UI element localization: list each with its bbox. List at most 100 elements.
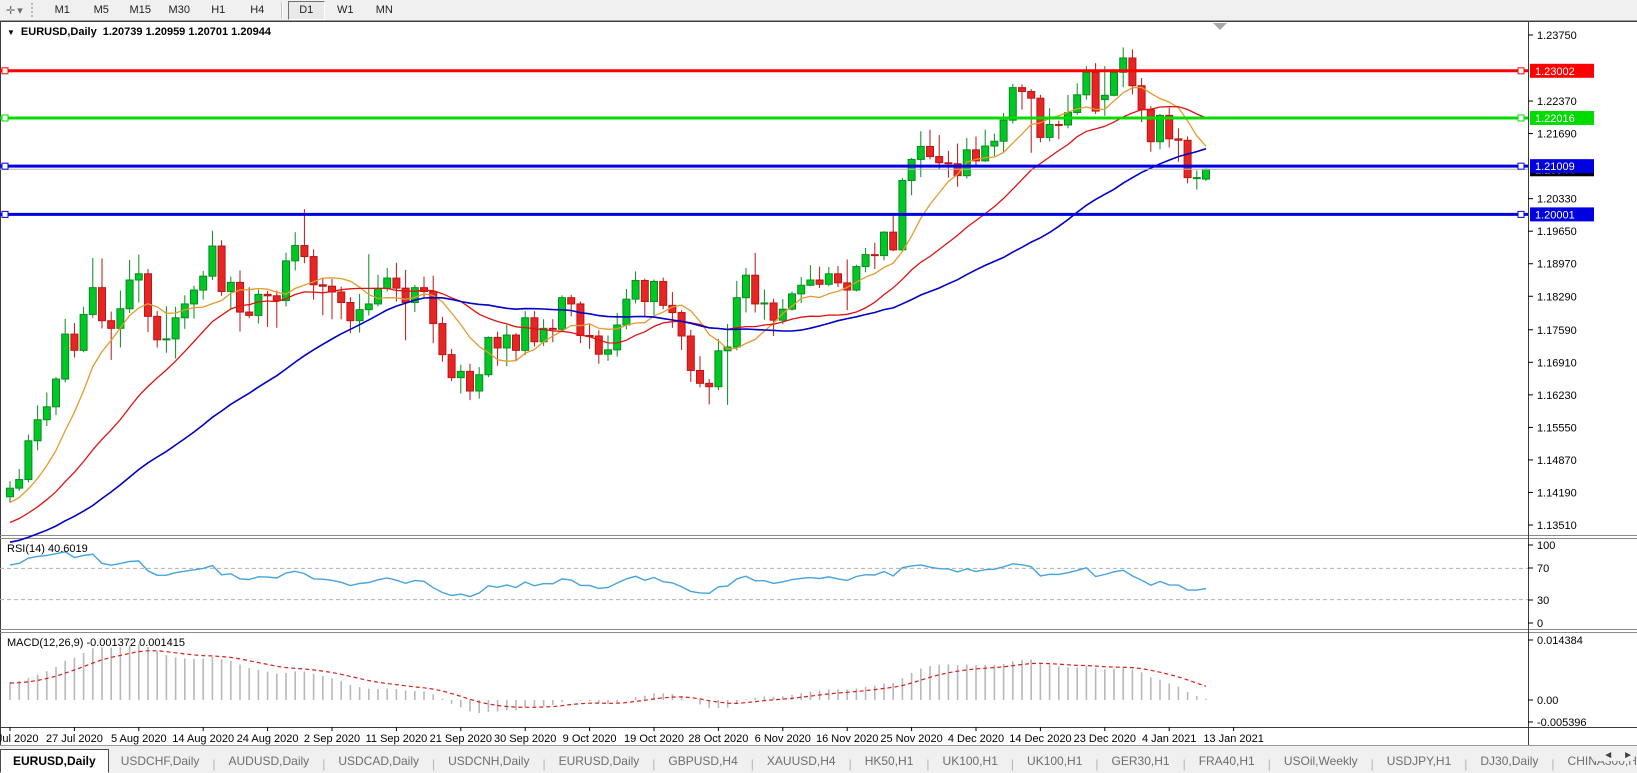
date-axis[interactable]: 17 Jul 2020 27 Jul 2020 5 Aug 2020 14 Aug 2… bbox=[0, 727, 1264, 745]
candle-bullish bbox=[134, 273, 143, 281]
price-tick-label: 1.22370 bbox=[1537, 96, 1577, 108]
main-plot-area[interactable] bbox=[0, 22, 1528, 535]
timeframe-button-m1[interactable]: M1 bbox=[54, 4, 70, 16]
hline-handle[interactable] bbox=[1, 162, 9, 170]
chart-tab-uk100-h1[interactable]: UK100,H1 bbox=[1027, 753, 1083, 768]
candle-bullish bbox=[742, 274, 750, 299]
candle-bullish bbox=[52, 378, 60, 408]
candle-bearish bbox=[659, 280, 668, 306]
tab-separator: | bbox=[652, 756, 656, 771]
toolbar-separator bbox=[280, 2, 283, 18]
candle-bearish bbox=[889, 231, 898, 251]
candle-bearish bbox=[98, 287, 106, 322]
chart-tab-usoil-weekly[interactable]: USOil,Weekly bbox=[1283, 753, 1358, 768]
price-tick-label: 1.17590 bbox=[1537, 325, 1577, 337]
tab-scroll-left-icon[interactable]: ◄ bbox=[1603, 750, 1614, 761]
candle-bearish bbox=[594, 335, 603, 355]
candle-bearish bbox=[1165, 114, 1174, 140]
candle-bullish bbox=[824, 273, 833, 285]
timeframe-button-h1[interactable]: H1 bbox=[211, 4, 226, 16]
tab-scroll-right-icon[interactable]: ► bbox=[1623, 750, 1633, 761]
chart-tab-usdcad-daily[interactable]: USDCAD,Daily bbox=[338, 753, 419, 768]
candle-bearish bbox=[493, 336, 502, 349]
candle-bullish bbox=[125, 279, 134, 310]
timeframe-button-mn[interactable]: MN bbox=[375, 4, 393, 16]
chart-tab-ger30-h1[interactable]: GER30,H1 bbox=[1111, 753, 1170, 768]
chart-tools-button[interactable]: ✛ ▾ bbox=[0, 4, 29, 17]
tab-separator: | bbox=[1464, 756, 1468, 771]
tab-separator: | bbox=[750, 756, 754, 771]
hline-handle[interactable] bbox=[1, 67, 9, 75]
hline-handle[interactable] bbox=[1517, 67, 1525, 75]
timeframe-button-d1[interactable]: D1 bbox=[287, 0, 325, 20]
timeframe-button-h4[interactable]: H4 bbox=[250, 4, 265, 16]
chevron-down-icon: ▾ bbox=[17, 4, 23, 17]
date-tick-label: 5 Aug 2020 bbox=[111, 733, 167, 745]
candle-bullish bbox=[1008, 87, 1017, 121]
candle-bullish bbox=[797, 284, 806, 295]
hline-1.23002[interactable] bbox=[0, 67, 1528, 75]
candle-bearish bbox=[392, 277, 401, 289]
candle-bearish bbox=[272, 295, 281, 302]
candle-bullish bbox=[208, 245, 217, 277]
hline-1.22016[interactable] bbox=[0, 114, 1528, 122]
rsi-plot-area[interactable] bbox=[0, 539, 1528, 629]
tab-separator: | bbox=[926, 756, 930, 771]
timeframe-button-m15[interactable]: M15 bbox=[129, 4, 151, 16]
chart-tab-eurusd-daily[interactable]: EURUSD,Daily bbox=[558, 753, 640, 768]
price-tick-label: 1.14870 bbox=[1537, 455, 1577, 467]
chart-tab-eurusd-daily[interactable]: EURUSD,Daily bbox=[0, 749, 109, 773]
timeframe-button-m5[interactable]: M5 bbox=[93, 4, 109, 16]
price-tick-label: 1.21690 bbox=[1537, 129, 1577, 141]
chart-tab-uk100-h1[interactable]: UK100,H1 bbox=[942, 753, 998, 768]
chart-tab-gbpusd-h4[interactable]: GBPUSD,H4 bbox=[668, 753, 738, 768]
candle-bullish bbox=[171, 317, 180, 340]
candle-bullish bbox=[907, 158, 916, 181]
candle-bearish bbox=[769, 302, 778, 321]
chart-tab-fra40-h1[interactable]: FRA40,H1 bbox=[1198, 753, 1255, 768]
title-dropdown-icon[interactable]: ▼ bbox=[7, 27, 15, 37]
chart-tab-dj30-daily[interactable]: DJ30,Daily bbox=[1480, 753, 1539, 768]
chart-tab-usdjpy-h1[interactable]: USDJPY,H1 bbox=[1386, 753, 1452, 768]
candle-bearish bbox=[870, 254, 879, 257]
hline-handle[interactable] bbox=[1517, 114, 1525, 122]
macd-pane[interactable]: 0.014384 0.00 -0.005396 bbox=[9, 635, 1587, 729]
hline-1.20001[interactable] bbox=[0, 210, 1528, 218]
chart-ohlc-values: 1.20739 1.20959 1.20701 1.20944 bbox=[102, 26, 271, 38]
chart-tab-usdcnh-daily[interactable]: USDCNH,Daily bbox=[448, 753, 530, 768]
candle-bullish bbox=[42, 406, 51, 421]
toolbar-grip[interactable] bbox=[30, 3, 38, 17]
candle-bearish bbox=[447, 354, 456, 379]
hline-handle[interactable] bbox=[1517, 210, 1525, 218]
chart-tab-hk50-h1[interactable]: HK50,H1 bbox=[864, 753, 914, 768]
candle-bearish bbox=[466, 370, 474, 392]
date-tick-label: 4 Dec 2020 bbox=[948, 733, 1004, 745]
candle-bearish bbox=[70, 333, 79, 351]
chart-tab-usdchf-daily[interactable]: USDCHF,Daily bbox=[120, 753, 200, 768]
chart-tab-xauusd-h4[interactable]: XAUUSD,H4 bbox=[766, 753, 836, 768]
candles[interactable] bbox=[6, 47, 1210, 503]
candle-bullish bbox=[1073, 94, 1082, 114]
rsi-pane[interactable]: 100 70 30 0 bbox=[0, 540, 1555, 630]
candle-bearish bbox=[346, 301, 355, 322]
candle-bullish bbox=[291, 245, 300, 262]
hline-price-text: 1.23002 bbox=[1535, 66, 1575, 78]
timeframe-button-w1[interactable]: W1 bbox=[337, 4, 354, 16]
chart-tab-audusd-daily[interactable]: AUDUSD,Daily bbox=[228, 753, 310, 768]
macd-signal-line bbox=[9, 650, 1207, 708]
macd-plot-area[interactable] bbox=[0, 633, 1528, 727]
timeframe-button-m30[interactable]: M30 bbox=[168, 4, 190, 16]
candle-bullish bbox=[604, 349, 612, 355]
date-tick-label: 11 Sep 2020 bbox=[366, 733, 428, 745]
hline-handle[interactable] bbox=[1, 210, 9, 218]
candle-bearish bbox=[429, 290, 438, 325]
hline-handle[interactable] bbox=[1517, 162, 1525, 170]
hline-handle[interactable] bbox=[1, 114, 9, 122]
price-tick-label: 1.18290 bbox=[1537, 291, 1577, 303]
candle-bullish bbox=[61, 333, 70, 380]
price-axis[interactable]: 1.23750 1.22370 1.21690 1.20330 1.19650 1.189… bbox=[1528, 30, 1577, 532]
hline-1.21009[interactable] bbox=[0, 162, 1528, 170]
chart-tabs: EURUSD,Daily USDCHF,Daily | AUDUSD,Daily | US… bbox=[0, 746, 1637, 773]
chart-shift-marker-icon[interactable] bbox=[1213, 23, 1227, 30]
